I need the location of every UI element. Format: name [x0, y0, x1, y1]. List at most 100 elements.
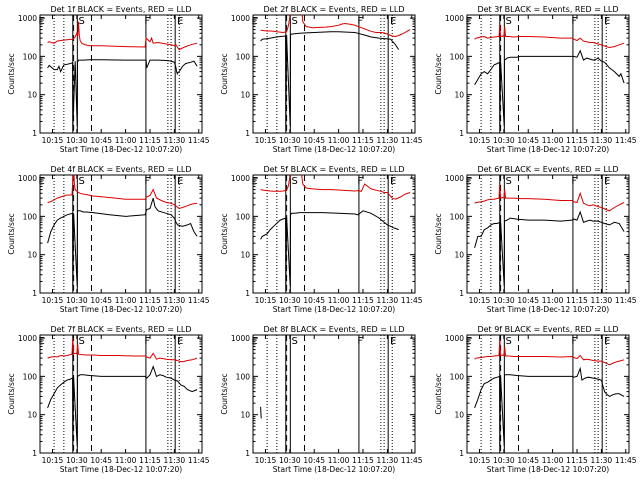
x-tick-label: 11:30: [591, 456, 613, 465]
x-tick-label: 10:15: [255, 296, 277, 305]
x-axis-label: Start Time (18-Dec-12 10:07:20): [60, 145, 182, 154]
y-tick-label: 1: [32, 129, 37, 138]
x-tick-label: 10:30: [279, 296, 301, 305]
y-tick-label: 10: [27, 91, 37, 100]
x-tick-label: 11:00: [115, 456, 137, 465]
x-tick-label: 11:45: [188, 296, 210, 305]
marker-letter: E: [465, 16, 471, 27]
plot-frame: [252, 334, 416, 454]
marker-letter: S: [292, 16, 298, 27]
y-axis-label: Counts/sec: [434, 53, 443, 94]
x-axis-label: Start Time (18-Dec-12 10:07:20): [487, 465, 609, 474]
panel-title: Det 9f BLACK = Events, RED = LLD: [477, 325, 618, 334]
y-tick-label: 1000: [231, 174, 250, 183]
x-tick-label: 11:45: [401, 136, 423, 145]
x-tick-label: 11:15: [352, 296, 374, 305]
x-tick-label: 11:15: [352, 456, 374, 465]
x-tick-label: 10:15: [255, 456, 277, 465]
panel-title: Det 7f BLACK = Events, RED = LLD: [50, 325, 191, 334]
x-tick-label: 11:15: [566, 296, 588, 305]
y-axis-label: Counts/sec: [220, 53, 229, 94]
y-tick-label: 1: [245, 129, 250, 138]
marker-letter: F: [357, 176, 363, 187]
x-axis-label: Start Time (18-Dec-12 10:07:20): [487, 305, 609, 314]
plot-frame: [39, 14, 203, 134]
panel-title: Det 5f BLACK = Events, RED = LLD: [263, 165, 404, 174]
y-tick-label: 100: [23, 212, 38, 221]
x-tick-label: 10:30: [279, 136, 301, 145]
x-tick-label: 10:45: [303, 456, 325, 465]
y-tick-label: 1: [245, 289, 250, 298]
x-axis-label: Start Time (18-Dec-12 10:07:20): [273, 465, 395, 474]
x-tick-label: 11:30: [164, 296, 186, 305]
y-tick-label: 1000: [231, 14, 250, 23]
lld-series-line: [474, 23, 625, 49]
x-tick-label: 10:30: [66, 296, 88, 305]
marker-letter: S: [79, 16, 85, 27]
marker-letter: E: [177, 16, 183, 27]
x-tick-label: 11:45: [188, 456, 210, 465]
y-tick-label: 1: [32, 289, 37, 298]
x-tick-label: 11:45: [615, 456, 637, 465]
plot-frame: [252, 14, 416, 134]
x-tick-label: 10:15: [469, 136, 491, 145]
x-tick-label: 10:30: [279, 456, 301, 465]
lld-series-line: [260, 15, 411, 38]
x-tick-label: 10:15: [469, 296, 491, 305]
x-tick-label: 11:15: [139, 456, 161, 465]
detector-panel-9: Det 9f BLACK = Events, RED = LLD 10:15 10:…: [434, 325, 637, 474]
marker-letter: F: [571, 16, 577, 27]
marker-letter: E: [38, 176, 44, 187]
y-axis-label: Counts/sec: [7, 373, 16, 414]
panel-title: Det 3f BLACK = Events, RED = LLD: [477, 5, 618, 14]
marker-letter: E: [604, 336, 610, 347]
x-tick-label: 10:30: [493, 296, 515, 305]
y-tick-label: 1000: [445, 174, 464, 183]
x-tick-label: 11:30: [377, 456, 399, 465]
events-series-line: [260, 406, 262, 419]
x-tick-label: 11:15: [352, 136, 374, 145]
marker-letter: F: [144, 16, 150, 27]
events-series-line: [47, 59, 198, 127]
x-tick-label: 10:45: [517, 136, 539, 145]
x-tick-label: 11:45: [401, 456, 423, 465]
x-axis-label: Start Time (18-Dec-12 10:07:20): [273, 145, 395, 154]
x-tick-label: 11:00: [328, 136, 350, 145]
y-tick-label: 10: [454, 91, 464, 100]
x-tick-label: 10:15: [42, 136, 64, 145]
plot-frame: [466, 174, 630, 294]
y-tick-label: 1: [459, 129, 464, 138]
x-tick-label: 11:30: [164, 136, 186, 145]
x-tick-label: 11:45: [401, 296, 423, 305]
y-tick-label: 10: [454, 411, 464, 420]
marker-letter: E: [177, 176, 183, 187]
lld-series-line: [47, 337, 198, 363]
y-tick-label: 100: [450, 372, 465, 381]
y-tick-label: 10: [240, 251, 250, 260]
marker-letter: S: [506, 176, 512, 187]
x-tick-label: 10:15: [469, 456, 491, 465]
y-tick-label: 10: [27, 411, 37, 420]
y-tick-label: 1000: [445, 334, 464, 343]
y-axis-label: Counts/sec: [7, 53, 16, 94]
x-tick-label: 11:00: [542, 456, 564, 465]
x-tick-label: 10:30: [493, 136, 515, 145]
x-tick-label: 10:30: [66, 136, 88, 145]
x-tick-label: 10:15: [42, 296, 64, 305]
x-axis-label: Start Time (18-Dec-12 10:07:20): [60, 465, 182, 474]
y-axis-label: Counts/sec: [7, 213, 16, 254]
x-tick-label: 10:30: [493, 456, 515, 465]
plot-frame: [466, 334, 630, 454]
x-axis-label: Start Time (18-Dec-12 10:07:20): [273, 305, 395, 314]
marker-letter: E: [390, 16, 396, 27]
x-tick-label: 10:15: [255, 136, 277, 145]
events-series-line: [47, 365, 198, 447]
x-tick-label: 11:30: [377, 296, 399, 305]
marker-letter: S: [506, 336, 512, 347]
y-axis-label: Counts/sec: [434, 213, 443, 254]
marker-letter: S: [292, 336, 298, 347]
x-tick-label: 11:15: [566, 136, 588, 145]
x-tick-label: 11:00: [115, 296, 137, 305]
